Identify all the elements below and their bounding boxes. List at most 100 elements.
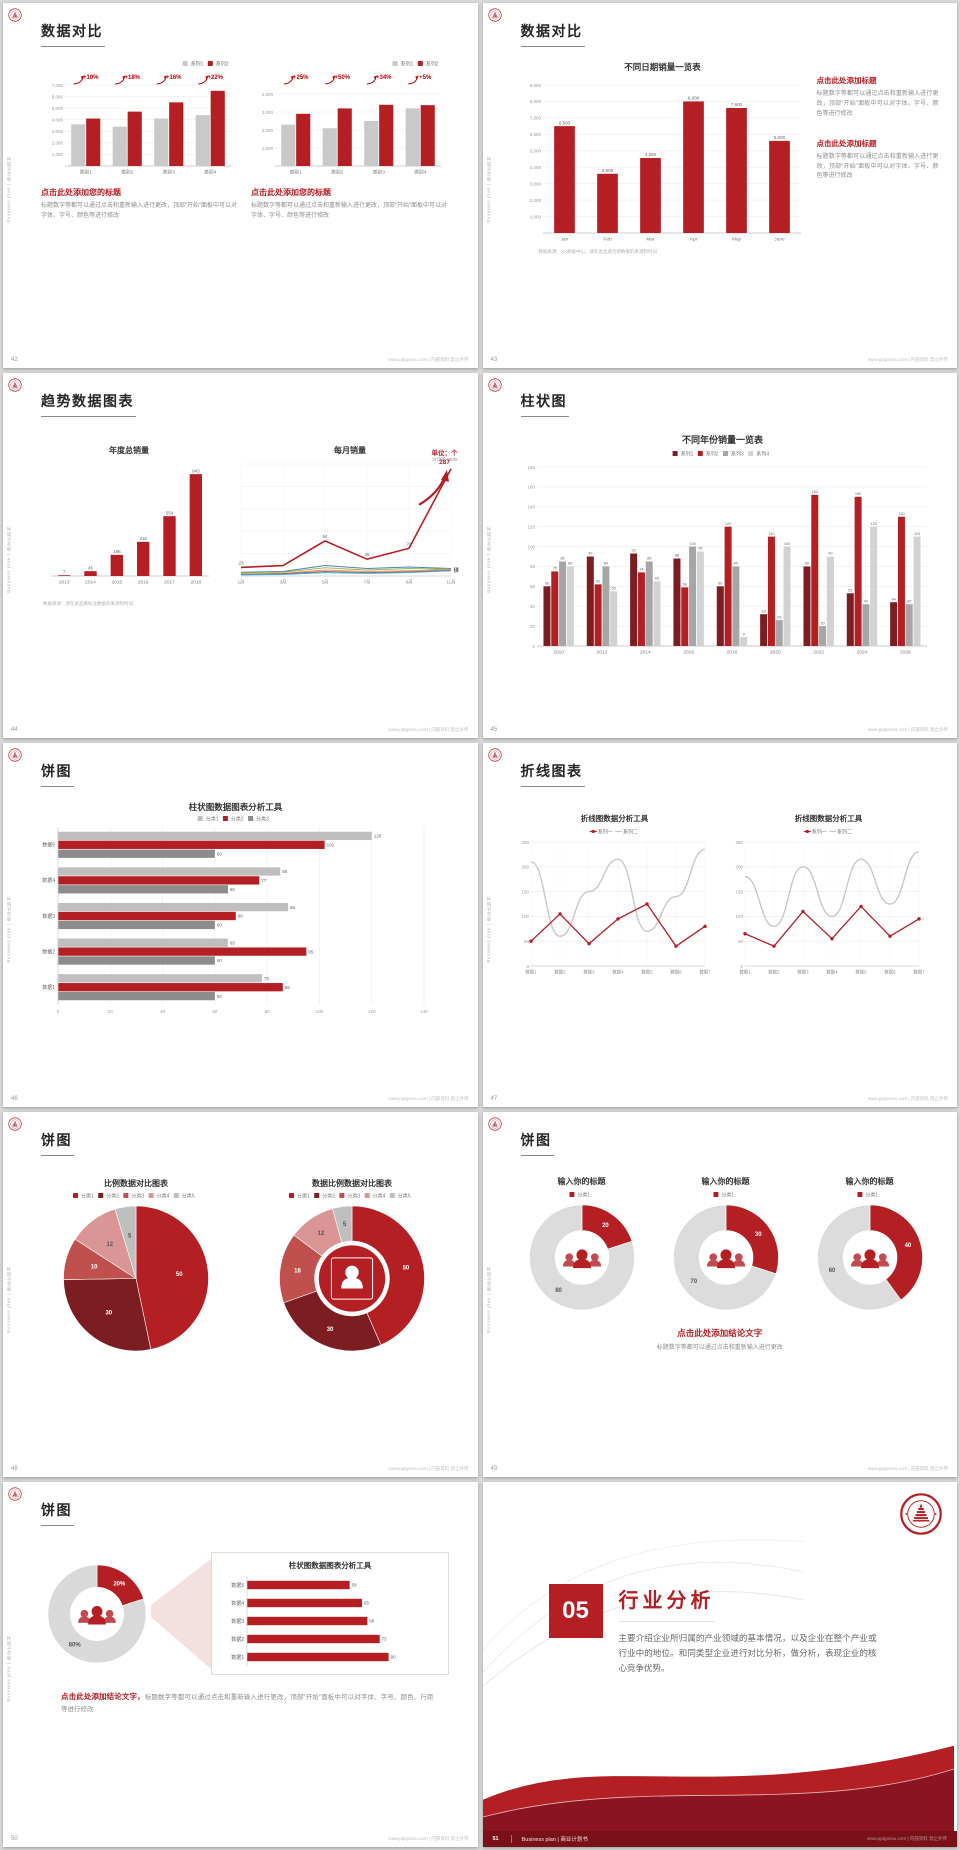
svg-text:10: 10 bbox=[91, 1265, 98, 1271]
sidebar-vertical-text: Business plan | 商业计划书 bbox=[6, 895, 11, 963]
slide-49[interactable]: Business plan | 商业计划书 饼图 输入你的标题 分类1 20 80 … bbox=[482, 1112, 957, 1478]
svg-text:分类3: 分类3 bbox=[347, 1193, 360, 1200]
svg-text:+22%: +22% bbox=[207, 75, 223, 81]
svg-text:20: 20 bbox=[529, 624, 535, 629]
svg-text:系列1: 系列1 bbox=[191, 61, 204, 68]
svg-text:2022: 2022 bbox=[813, 649, 824, 655]
svg-text:数据4: 数据4 bbox=[612, 968, 624, 975]
slide-46[interactable]: Business plan | 商业计划书 饼图 柱状图数据图表分析工具 分类1… bbox=[3, 742, 478, 1108]
svg-text:95: 95 bbox=[308, 949, 314, 954]
svg-text:7,000: 7,000 bbox=[529, 116, 541, 121]
svg-text:Mar: Mar bbox=[646, 237, 655, 243]
page-number: 46 bbox=[11, 1096, 18, 1103]
svg-text:42: 42 bbox=[863, 599, 867, 603]
unit-sub: in'000 units bbox=[432, 456, 458, 463]
slide-title: 数据对比 bbox=[520, 21, 585, 47]
slide-50[interactable]: Business plan | 商业计划书 饼图 20% 80% 柱状图数据图表分… bbox=[3, 1482, 478, 1847]
svg-text:20: 20 bbox=[602, 1224, 609, 1230]
svg-text:分类3: 分类3 bbox=[131, 1193, 144, 1200]
slide-44[interactable]: Business plan | 商业计划书 趋势数据图表 单位：个 in'000… bbox=[3, 372, 478, 738]
svg-text:数据3: 数据3 bbox=[231, 1618, 244, 1625]
svg-text:1,000: 1,000 bbox=[262, 146, 274, 151]
slide-47[interactable]: Business plan | 商业计划书 折线图表 折线图数据分析工具 系列一… bbox=[482, 742, 957, 1108]
block-heading: 点击此处添加标题 bbox=[816, 76, 877, 85]
svg-text:68: 68 bbox=[369, 1619, 375, 1624]
svg-text:系列一: 系列一 bbox=[597, 828, 612, 835]
svg-text:102: 102 bbox=[327, 842, 335, 847]
panel-hbar-chart: 数据5 58 数据4 65 数据3 68 数据2 75 数据1 80 bbox=[222, 1574, 438, 1668]
svg-text:90: 90 bbox=[828, 551, 832, 555]
chart-title: 比例数据对比图表 bbox=[104, 1179, 168, 1189]
svg-text:100: 100 bbox=[689, 542, 695, 546]
svg-text:30: 30 bbox=[754, 1232, 761, 1238]
svg-text:2018: 2018 bbox=[190, 579, 201, 585]
svg-text:数据1: 数据1 bbox=[739, 968, 751, 975]
svg-text:分类1: 分类1 bbox=[577, 1192, 590, 1199]
svg-text:2,000: 2,000 bbox=[52, 141, 64, 146]
unit-main: 单位：个 bbox=[431, 449, 458, 457]
svg-text:1,000: 1,000 bbox=[52, 152, 64, 157]
svg-text:60: 60 bbox=[828, 1268, 835, 1274]
svg-text:5,600: 5,600 bbox=[773, 135, 785, 140]
svg-text:120: 120 bbox=[374, 833, 382, 838]
sidebar-vertical-text: Business plan | 商业计划书 bbox=[6, 156, 11, 223]
svg-text:77: 77 bbox=[261, 878, 267, 883]
svg-text:2014: 2014 bbox=[85, 579, 96, 585]
svg-text:类别1: 类别1 bbox=[290, 169, 303, 176]
svg-text:2016: 2016 bbox=[138, 579, 149, 585]
svg-text:+10%: +10% bbox=[83, 75, 99, 81]
svg-text:分类5: 分类5 bbox=[182, 1193, 195, 1200]
svg-text:68: 68 bbox=[238, 913, 244, 918]
svg-text:85: 85 bbox=[560, 556, 564, 560]
sidebar-vertical-text: Business plan | 商业计划书 bbox=[485, 156, 491, 223]
svg-text:分类1: 分类1 bbox=[81, 1193, 94, 1200]
svg-text:2018: 2018 bbox=[726, 649, 737, 655]
svg-text:250: 250 bbox=[521, 839, 529, 844]
svg-text:152: 152 bbox=[811, 490, 817, 494]
svg-text:60: 60 bbox=[544, 581, 548, 585]
chart-title: 数据比例数据对比图表 bbox=[312, 1179, 392, 1189]
svg-text:类别4: 类别4 bbox=[414, 169, 427, 176]
svg-text:94: 94 bbox=[322, 534, 328, 539]
svg-text:数据3: 数据3 bbox=[583, 968, 595, 975]
svg-text:120: 120 bbox=[870, 522, 876, 526]
svg-text:2014: 2014 bbox=[639, 649, 650, 655]
svg-text:2010: 2010 bbox=[553, 649, 564, 655]
sales-bar-chart: 9,000 8,000 7,000 6,000 5,000 4,000 3,000 2,000… bbox=[519, 76, 807, 244]
svg-text:数据2: 数据2 bbox=[231, 1636, 244, 1643]
svg-text:2026: 2026 bbox=[899, 649, 910, 655]
slide-42[interactable]: Business plan | 商业计划书 数据对比 系列1 系列2 7,000 6,… bbox=[3, 3, 478, 368]
slide-45[interactable]: Business plan | 商业计划书 柱状图 不同年份销量一览表 系列1 系… bbox=[482, 372, 957, 738]
slide-48[interactable]: Business plan | 商业计划书 饼图 比例数据对比图表 分类1 分类2… bbox=[3, 1112, 478, 1478]
svg-text:0: 0 bbox=[526, 963, 529, 968]
footer-text: www.pptgonsu.com | 内部资料 禁止外传 bbox=[868, 1466, 948, 1472]
text-block: 点击此处添加标题 标题数字等都可以通过点击和重新输入进行更改，顶部“开始”面板中… bbox=[817, 75, 939, 120]
conclusion-body: 标题数字等都可以通过点击和重新输入进行更改，顶部“开始”面板中可以对字体、字号、… bbox=[61, 1694, 434, 1713]
footer-text: www.pptgonsu.com | 内部资料 禁止外传 bbox=[868, 356, 948, 362]
annual-bar-chart: 2013 7 2014 45 2015 196 2016 316 2017 554 2018 943 bbox=[43, 459, 215, 587]
bar-chart-left: 系列1 系列2 7,000 6,000 5,000 4,000 3,000 2,000 1,00… bbox=[41, 59, 237, 177]
donut-chart-1: 分类1 20 80 bbox=[519, 1191, 645, 1313]
svg-text:0: 0 bbox=[57, 1009, 60, 1014]
svg-text:60: 60 bbox=[217, 922, 223, 927]
svg-text:80: 80 bbox=[391, 1655, 397, 1660]
svg-text:类别3: 类别3 bbox=[163, 169, 176, 176]
brand-seal-icon bbox=[8, 748, 22, 762]
block-heading: 点击此处添加您的标题 bbox=[41, 188, 121, 197]
svg-text:数据2: 数据2 bbox=[554, 968, 566, 975]
svg-text:9,000: 9,000 bbox=[529, 83, 541, 88]
slide-51[interactable]: 05 行业分析 主要介绍企业所归属的产业领域的基本情况，以及企业在整个产业或行业… bbox=[482, 1482, 957, 1847]
svg-text:数据5: 数据5 bbox=[231, 1582, 244, 1589]
conclusion-heading: 点击此处添加结论文字 bbox=[677, 1328, 763, 1339]
svg-text:数据2: 数据2 bbox=[42, 948, 55, 955]
slide-43[interactable]: Business plan | 商业计划书 数据对比 不同日期销量一览表 9,0… bbox=[482, 3, 957, 368]
svg-text:5: 5 bbox=[128, 1234, 132, 1240]
conclusion-paragraph: 点击此处添加结论文字，标题数字等都可以通过点击和重新输入进行更改，顶部“开始”面… bbox=[61, 1691, 434, 1715]
svg-text:60: 60 bbox=[217, 993, 223, 998]
svg-text:90: 90 bbox=[588, 551, 592, 555]
beam-shape bbox=[151, 1558, 211, 1669]
svg-text:分类2: 分类2 bbox=[106, 1193, 119, 1200]
svg-text:系列2: 系列2 bbox=[705, 450, 718, 457]
svg-text:120: 120 bbox=[527, 524, 535, 529]
bottom-bar: 51 Business plan | 商业计划书 www.pptgonsu.co… bbox=[482, 1830, 957, 1847]
